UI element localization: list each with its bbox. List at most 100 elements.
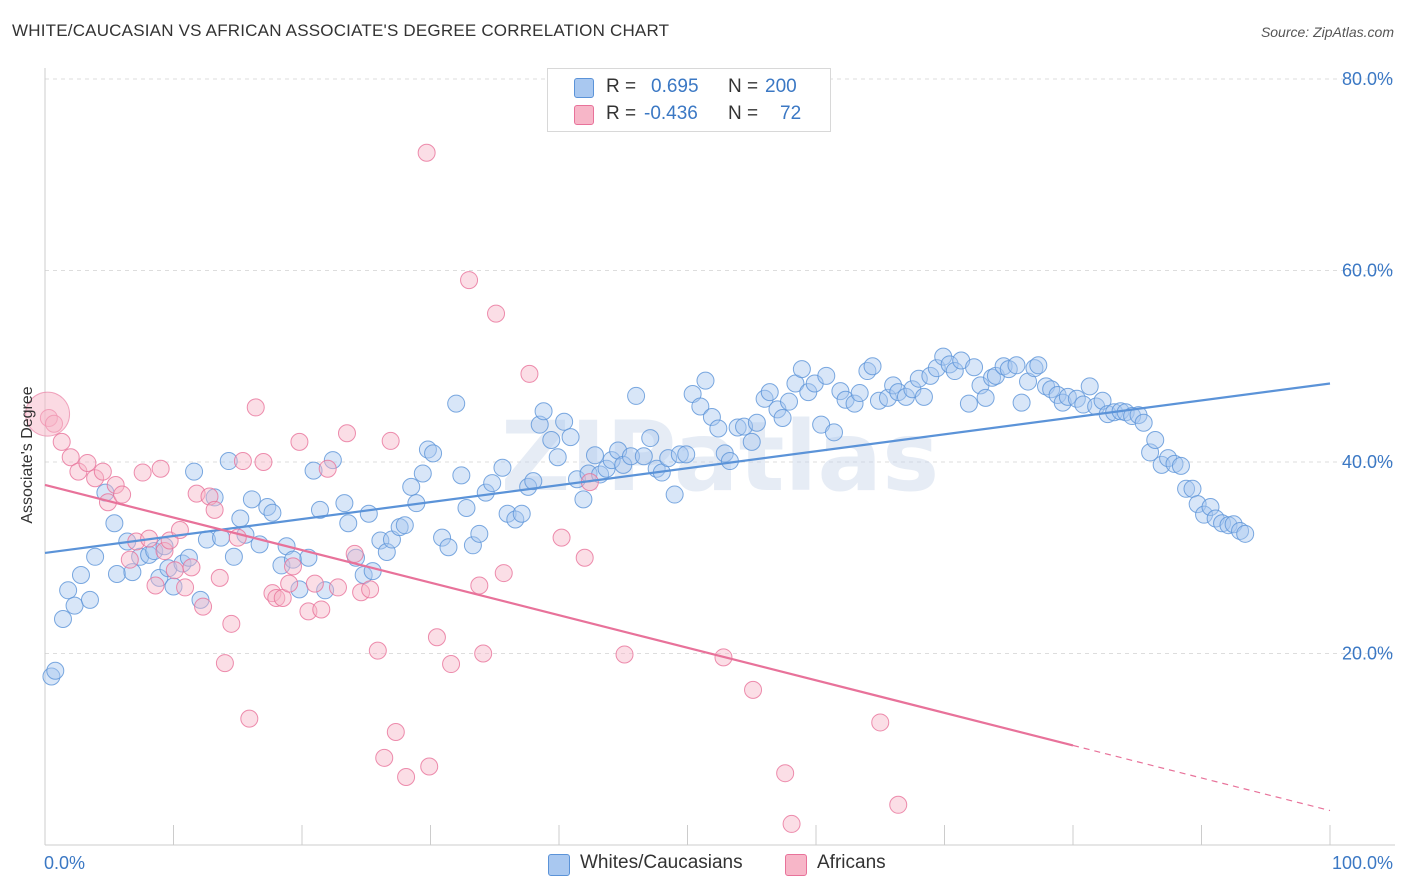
data-point <box>433 528 452 547</box>
data-point <box>575 548 594 567</box>
data-point <box>1053 393 1072 412</box>
data-point <box>105 514 124 533</box>
data-point <box>133 463 152 482</box>
data-point <box>263 503 282 522</box>
stats-legend: R = 0.695 N = 200 R = -0.436 N = 72 <box>547 68 831 132</box>
legend-label-africans: Africans <box>817 852 886 873</box>
data-point <box>176 578 195 597</box>
data-point <box>312 600 331 619</box>
data-point <box>80 590 99 609</box>
data-point <box>439 538 458 557</box>
data-point <box>210 568 229 587</box>
data-point <box>1171 456 1190 475</box>
data-point <box>493 458 512 477</box>
data-point <box>702 407 721 426</box>
data-point <box>1195 505 1214 524</box>
data-point <box>363 562 382 581</box>
data-point <box>457 498 476 517</box>
data-point <box>1123 407 1142 426</box>
data-point <box>691 397 710 416</box>
data-point <box>375 748 394 767</box>
data-point <box>542 430 561 449</box>
data-point-large <box>25 391 71 437</box>
data-point <box>328 578 347 597</box>
data-point <box>417 143 436 162</box>
data-point <box>627 386 646 405</box>
data-point <box>460 271 479 290</box>
data-point <box>284 550 303 569</box>
data-point <box>240 709 259 728</box>
axes <box>44 68 1395 846</box>
data-point <box>863 357 882 376</box>
grid-lines <box>45 78 1395 654</box>
data-point <box>185 462 204 481</box>
data-point <box>1219 516 1238 535</box>
data-point <box>552 528 571 547</box>
data-point <box>1134 413 1153 432</box>
data-point <box>1012 393 1031 412</box>
stats-row-africans: R = -0.436 N = 72 <box>548 101 830 127</box>
data-point <box>280 574 299 593</box>
data-point <box>107 565 126 584</box>
data-point <box>615 645 634 664</box>
data-point <box>597 459 616 478</box>
data-point <box>200 487 219 506</box>
data-point <box>284 557 303 576</box>
data-point <box>165 561 184 580</box>
trend-lines <box>44 382 1331 812</box>
data-point <box>871 713 890 732</box>
data-point <box>258 498 277 517</box>
data-point <box>773 408 792 427</box>
source-label: Source: ZipAtlas.com <box>1260 24 1394 40</box>
data-point <box>424 444 443 463</box>
data-point <box>182 558 201 577</box>
data-point <box>574 490 593 509</box>
data-point <box>267 588 286 607</box>
data-point <box>534 402 553 421</box>
data-point <box>46 661 65 680</box>
x-tick-label: 0.0% <box>44 853 85 873</box>
chart-title: WHITE/CAUCASIAN VS AFRICAN ASSOCIATE'S D… <box>12 21 670 40</box>
tick-labels: 20.0% 40.0% 60.0% 80.0% 0.0% 100.0% <box>44 69 1393 873</box>
data-point <box>519 477 538 496</box>
r-label: R = <box>606 103 637 124</box>
data-point <box>555 412 574 431</box>
data-point <box>548 448 567 467</box>
data-point <box>921 366 940 385</box>
data-point <box>452 466 471 485</box>
data-point <box>381 431 400 450</box>
data-point <box>219 452 238 471</box>
n-label: N = <box>728 76 759 97</box>
data-point <box>53 610 72 629</box>
data-point <box>61 448 80 467</box>
data-point <box>1177 479 1196 498</box>
data-point <box>339 514 358 533</box>
data-point <box>934 347 953 366</box>
y-tick-label: 60.0% <box>1342 261 1393 281</box>
data-point <box>106 475 125 494</box>
data-point <box>945 362 964 381</box>
data-point <box>361 580 380 599</box>
data-point <box>233 452 252 471</box>
data-point <box>641 429 660 448</box>
data-point <box>463 536 482 555</box>
data-point <box>850 384 869 403</box>
data-point <box>386 723 405 742</box>
data-point <box>696 371 715 390</box>
y-tick-label: 80.0% <box>1342 69 1393 89</box>
data-point <box>359 504 378 523</box>
data-point <box>310 500 329 519</box>
data-point <box>487 304 506 323</box>
data-point <box>858 362 877 381</box>
data-point <box>1058 387 1077 406</box>
data-point <box>889 795 908 814</box>
data-point <box>1029 356 1048 375</box>
r-value: -0.436 <box>644 103 698 124</box>
data-point <box>760 383 779 402</box>
data-point <box>222 614 241 633</box>
data-point <box>976 388 995 407</box>
data-point <box>113 485 132 504</box>
data-point <box>1152 455 1171 474</box>
legend-swatch-whites <box>574 78 594 98</box>
